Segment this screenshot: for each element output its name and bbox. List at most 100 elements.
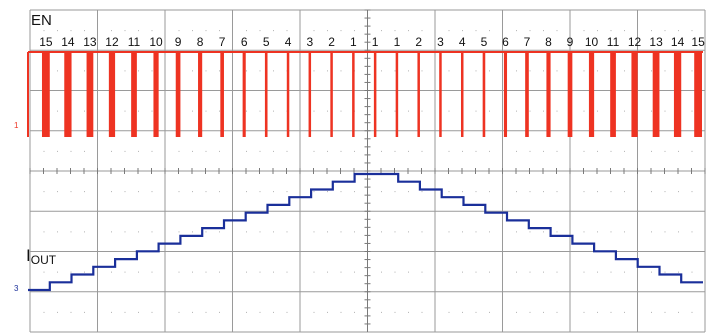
en-pulse-count-label: 1 (394, 35, 401, 49)
grid-dot (597, 231, 598, 233)
grid-dot (219, 271, 220, 273)
grid-dot (475, 191, 477, 193)
en-pulse-burst (439, 52, 442, 137)
grid-dot (529, 231, 531, 233)
grid-dot (448, 271, 450, 273)
grid-dot (70, 311, 72, 313)
grid-dot (394, 311, 396, 313)
grid-dot (57, 30, 58, 32)
grid-dot (151, 110, 153, 112)
grid-dot (57, 271, 58, 273)
grid-dot (111, 231, 112, 233)
grid-dot (678, 311, 679, 313)
grid-dot (556, 30, 558, 32)
grid-dot (462, 30, 463, 32)
iout-channel-marker: 3 (14, 284, 19, 293)
en-pulse-count-label: 14 (61, 35, 75, 49)
grid-dot (219, 110, 220, 112)
grid-dot (111, 271, 112, 273)
grid-dot (691, 150, 693, 152)
grid-dot (246, 110, 247, 112)
grid-dot (205, 30, 207, 32)
grid-dot (192, 271, 193, 273)
grid-dot (421, 271, 423, 273)
grid-dot (138, 231, 139, 233)
en-pulse-count-label: 15 (39, 35, 53, 49)
grid-dot (192, 150, 193, 152)
grid-dot (219, 311, 220, 313)
grid-dot (664, 271, 666, 273)
grid-dot (408, 30, 409, 32)
grid-dot (597, 110, 598, 112)
grid-dot (408, 311, 409, 313)
grid-dot (219, 30, 220, 32)
grid-dot (678, 271, 679, 273)
en-pulse-count-label: 13 (83, 35, 97, 49)
grid-dot (516, 30, 517, 32)
grid-dot (151, 271, 153, 273)
en-pulse-count-label: 9 (567, 35, 574, 49)
grid-dot (138, 110, 139, 112)
grid-dot (313, 231, 315, 233)
grid-dot (327, 70, 328, 72)
en-pulse-count-label: 11 (128, 35, 141, 49)
grid-dot (178, 150, 180, 152)
grid-dot (489, 70, 490, 72)
grid-dot (556, 271, 558, 273)
grid-dot (57, 150, 58, 152)
grid-dot (394, 150, 396, 152)
grid-dot (583, 231, 585, 233)
en-pulse-burst (86, 52, 94, 137)
grid-dot (340, 150, 342, 152)
grid-dot (691, 110, 693, 112)
grid-dot (327, 150, 328, 152)
grid-dot (516, 150, 517, 152)
grid-dot (340, 30, 342, 32)
en-pulse-count-label: 3 (437, 35, 444, 49)
en-pulse-count-label: 14 (671, 35, 685, 49)
grid-dot (151, 191, 153, 193)
grid-dot (421, 150, 423, 152)
grid-dot (84, 191, 85, 193)
grid-dot (475, 231, 477, 233)
iout-trace (28, 172, 703, 292)
en-pulse-count-label: 4 (285, 35, 292, 49)
grid-dot (651, 191, 652, 193)
en-pulse-burst (482, 52, 486, 137)
grid-dot (529, 30, 531, 32)
grid-dot (327, 110, 328, 112)
grid-dot (691, 311, 693, 313)
grid-dot (421, 231, 423, 233)
grid-dot (421, 70, 423, 72)
grid-dot (543, 110, 544, 112)
grid-dot (192, 110, 193, 112)
grid-dot (327, 271, 328, 273)
grid-dot (354, 150, 355, 152)
en-pulse-count-label: 4 (459, 35, 466, 49)
grid-dot (381, 231, 382, 233)
grid-dot (151, 30, 153, 32)
grid-dot (664, 110, 666, 112)
grid-dot (624, 271, 625, 273)
grid-dot (583, 70, 585, 72)
grid-dot (516, 231, 517, 233)
grid-dot (610, 150, 612, 152)
grid-dot (286, 30, 288, 32)
en-pulse-burst (395, 52, 399, 137)
grid-dot (259, 191, 261, 193)
en-pulse-count-label: 6 (502, 35, 509, 49)
grid-dot (448, 311, 450, 313)
grid-dot (340, 110, 342, 112)
grid-dot (327, 231, 328, 233)
grid-dot (57, 191, 58, 193)
grid-dot (259, 271, 261, 273)
en-pulse-count-label: 2 (415, 35, 422, 49)
grid-dot (354, 231, 355, 233)
grid-dot (43, 271, 45, 273)
grid-dot (556, 110, 558, 112)
grid-dot (651, 30, 652, 32)
grid-dot (57, 110, 58, 112)
grid-dot (124, 191, 126, 193)
en-pulse-burst (610, 52, 616, 137)
en-pulse-burst (64, 52, 72, 137)
